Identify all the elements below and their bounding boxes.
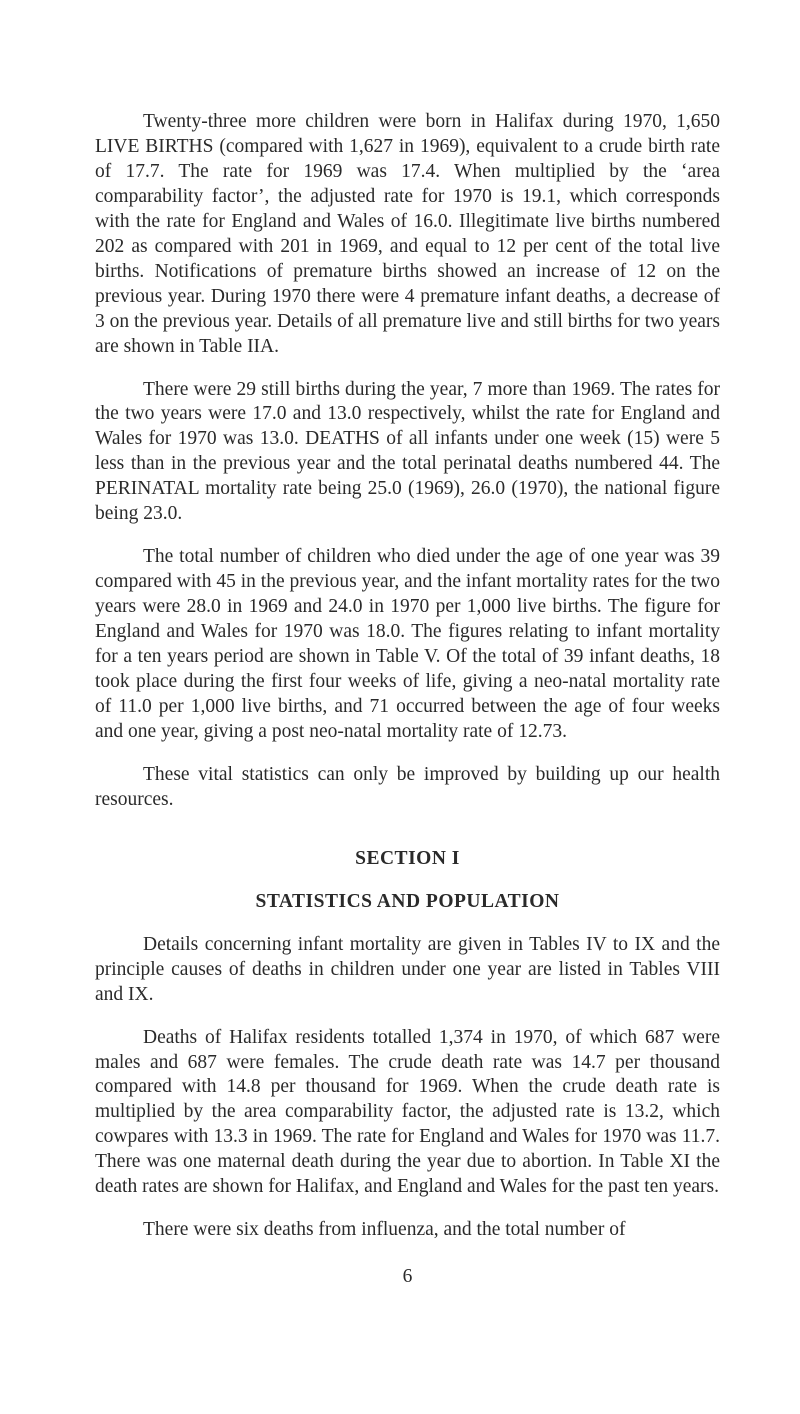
paragraph-4: These vital statistics can only be impro… <box>95 763 720 813</box>
paragraph-6: Deaths of Halifax residents totalled 1,3… <box>95 1026 720 1201</box>
paragraph-1: Twenty-three more children were born in … <box>95 110 720 360</box>
paragraph-7: There were six deaths from influenza, an… <box>95 1218 720 1243</box>
paragraph-2: There were 29 still births during the ye… <box>95 378 720 528</box>
section-heading: SECTION I <box>95 847 720 872</box>
paragraph-3: The total number of children who died un… <box>95 545 720 745</box>
paragraph-5: Details concerning infant mortality are … <box>95 933 720 1008</box>
document-page: Twenty-three more children were born in … <box>0 0 800 1414</box>
sub-heading: STATISTICS AND POPULATION <box>95 890 720 915</box>
page-number: 6 <box>95 1265 720 1290</box>
